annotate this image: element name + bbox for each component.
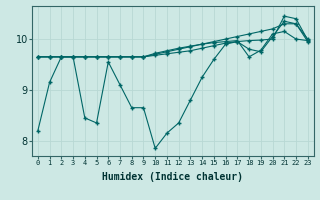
X-axis label: Humidex (Indice chaleur): Humidex (Indice chaleur) <box>102 172 243 182</box>
